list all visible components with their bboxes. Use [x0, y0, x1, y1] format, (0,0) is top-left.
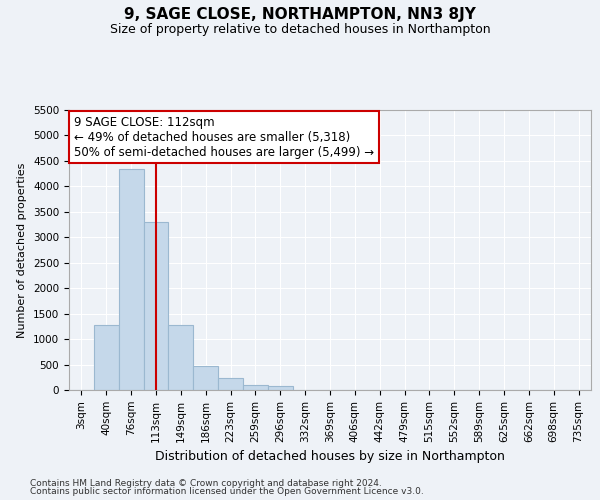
X-axis label: Distribution of detached houses by size in Northampton: Distribution of detached houses by size …	[155, 450, 505, 463]
Bar	[94, 326, 119, 390]
Bar	[193, 366, 218, 390]
Bar	[169, 326, 193, 390]
Text: Size of property relative to detached houses in Northampton: Size of property relative to detached ho…	[110, 22, 490, 36]
Bar	[119, 168, 143, 390]
Bar	[143, 222, 169, 390]
Bar	[243, 385, 268, 390]
Bar	[218, 378, 243, 390]
Bar	[268, 386, 293, 390]
Text: 9 SAGE CLOSE: 112sqm
← 49% of detached houses are smaller (5,318)
50% of semi-de: 9 SAGE CLOSE: 112sqm ← 49% of detached h…	[74, 116, 374, 158]
Text: Contains HM Land Registry data © Crown copyright and database right 2024.: Contains HM Land Registry data © Crown c…	[30, 478, 382, 488]
Y-axis label: Number of detached properties: Number of detached properties	[17, 162, 28, 338]
Text: 9, SAGE CLOSE, NORTHAMPTON, NN3 8JY: 9, SAGE CLOSE, NORTHAMPTON, NN3 8JY	[124, 8, 476, 22]
Text: Contains public sector information licensed under the Open Government Licence v3: Contains public sector information licen…	[30, 487, 424, 496]
